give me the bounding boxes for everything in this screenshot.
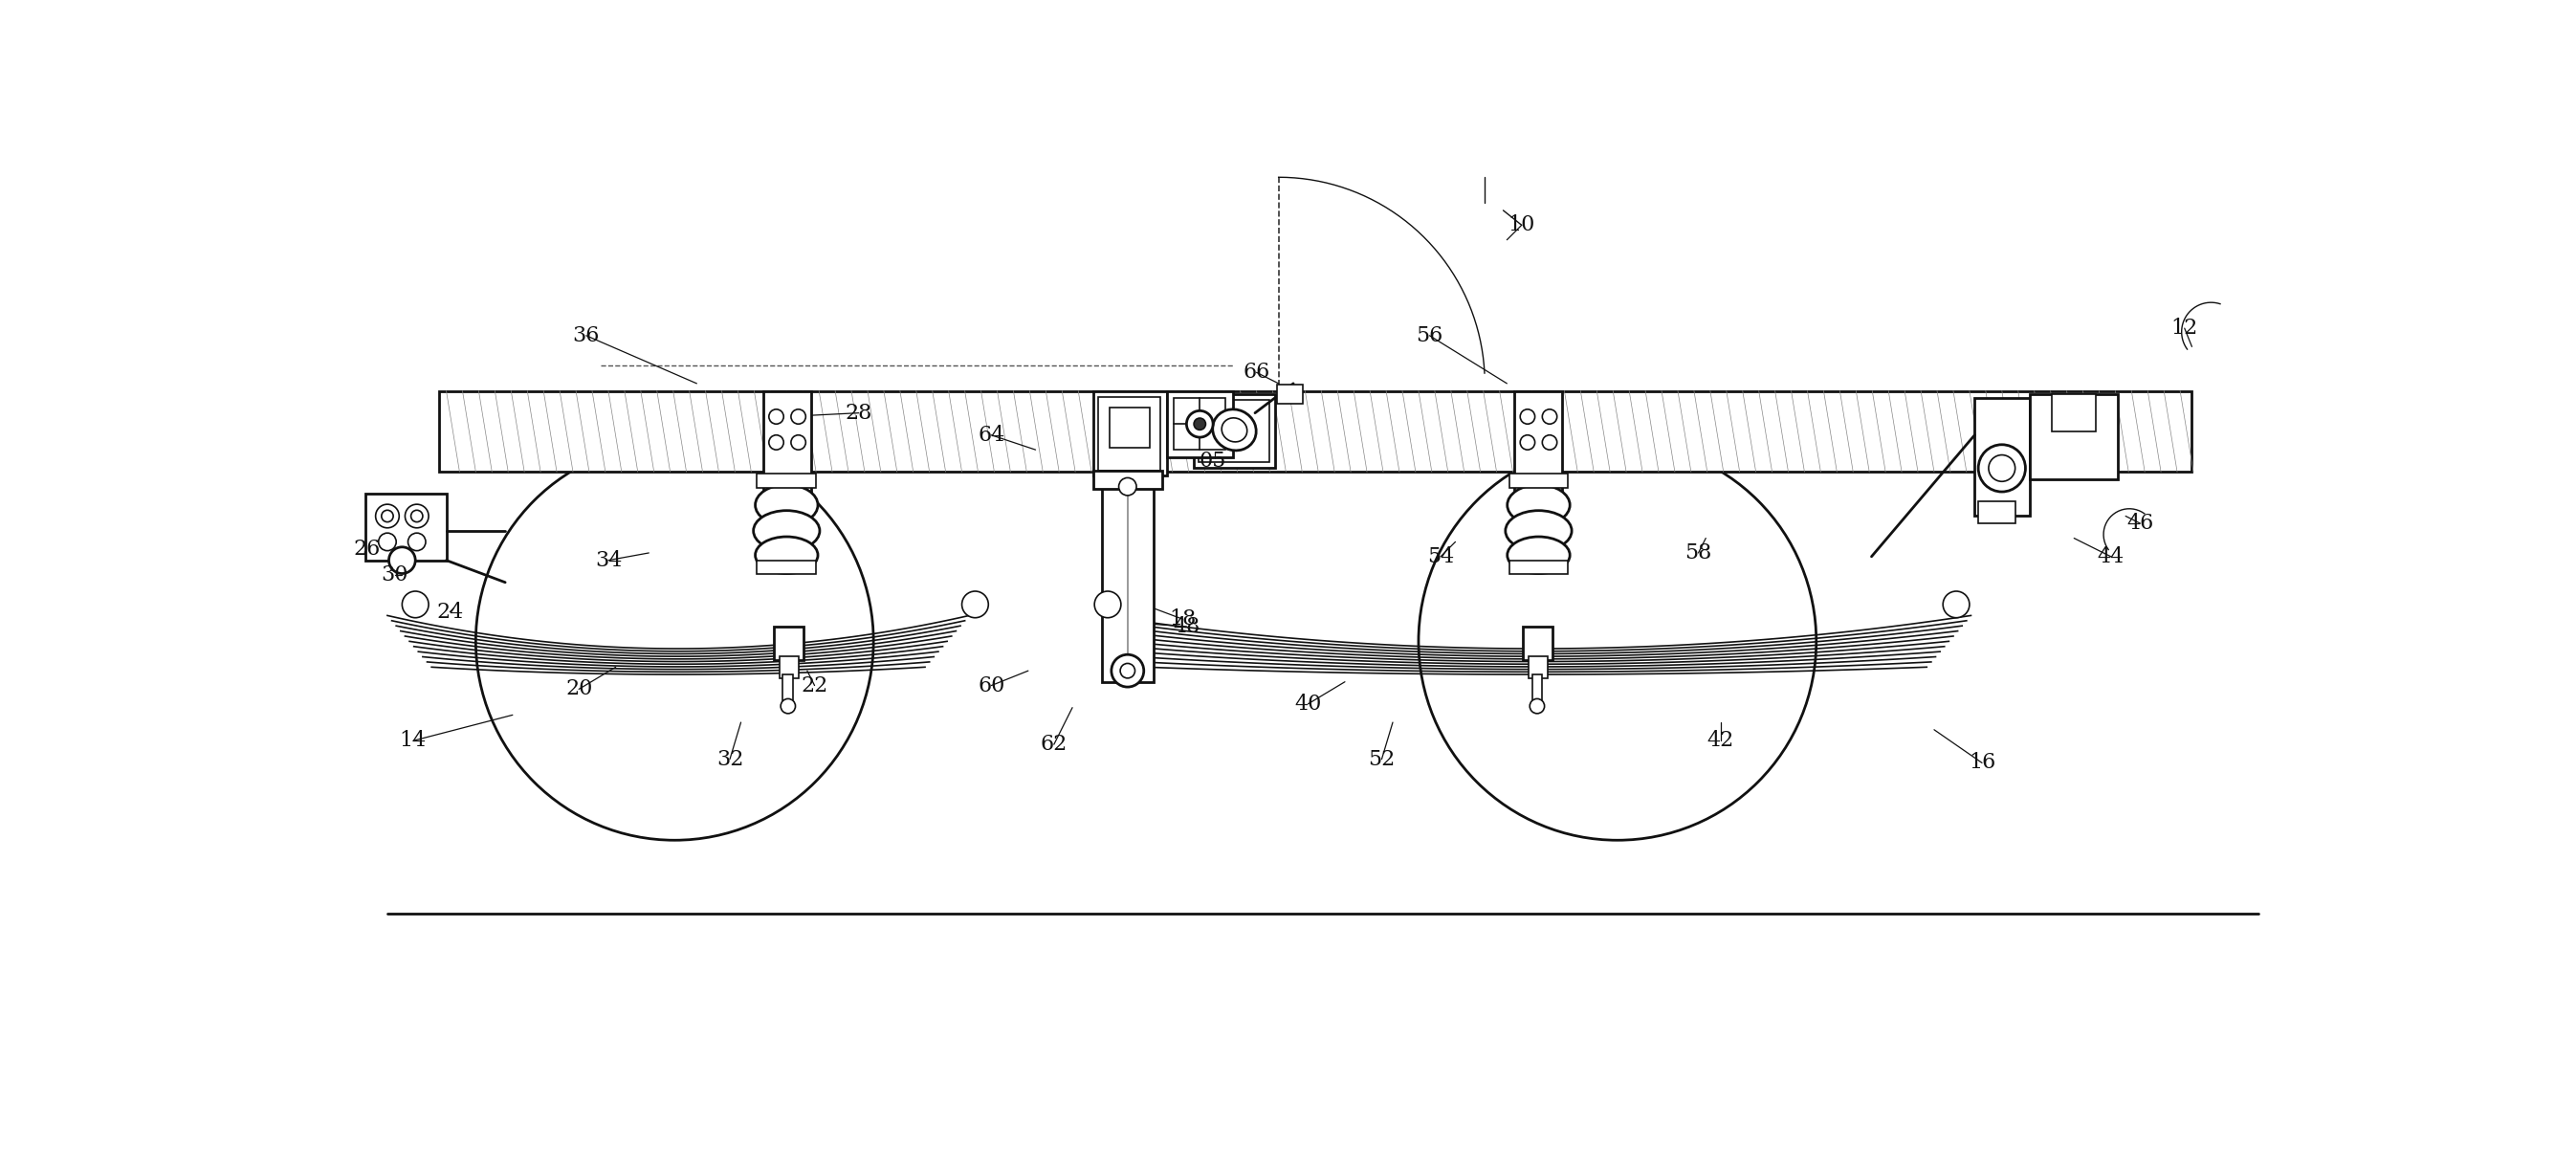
Ellipse shape [1507, 537, 1569, 573]
Bar [1522, 627, 1553, 660]
Bar [366, 494, 446, 560]
Circle shape [791, 435, 806, 449]
Bar [773, 509, 801, 553]
Text: 36: 36 [572, 325, 600, 346]
Circle shape [1118, 477, 1136, 495]
Circle shape [477, 442, 873, 840]
Circle shape [389, 548, 415, 573]
Bar [1515, 391, 1561, 538]
Bar [1533, 674, 1543, 700]
Bar [1976, 398, 2030, 516]
Text: 42: 42 [1708, 730, 1734, 751]
Bar [1278, 385, 1303, 404]
Circle shape [768, 409, 783, 424]
Bar [1510, 560, 1569, 573]
Bar [2030, 394, 2117, 480]
Circle shape [402, 591, 428, 618]
Bar [778, 656, 799, 679]
Text: 62: 62 [1041, 734, 1066, 755]
Circle shape [1543, 409, 1556, 424]
Circle shape [1989, 455, 2014, 482]
Text: 20: 20 [564, 679, 592, 700]
Ellipse shape [1221, 418, 1247, 442]
Circle shape [1520, 435, 1535, 449]
Bar [1528, 538, 1548, 560]
Text: 58: 58 [1685, 543, 1713, 564]
Ellipse shape [1213, 409, 1257, 450]
Circle shape [768, 435, 783, 449]
Text: 10: 10 [1507, 214, 1535, 235]
Text: 48: 48 [1172, 617, 1200, 638]
Bar [438, 391, 2192, 472]
Circle shape [1193, 418, 1206, 429]
Bar [1092, 391, 1167, 475]
Circle shape [1188, 411, 1213, 438]
Text: 28: 28 [845, 402, 873, 424]
Bar [762, 391, 811, 538]
Circle shape [1095, 591, 1121, 618]
Bar [2053, 394, 2097, 432]
Bar [1528, 656, 1548, 679]
Text: 26: 26 [353, 538, 381, 559]
Bar [1167, 391, 1234, 457]
Ellipse shape [755, 537, 817, 573]
Circle shape [961, 591, 989, 618]
Text: 64: 64 [979, 425, 1005, 446]
Bar [1198, 400, 1270, 462]
Text: 22: 22 [801, 675, 827, 696]
Circle shape [1530, 698, 1546, 714]
Circle shape [376, 504, 399, 528]
Bar [1978, 502, 2014, 523]
Circle shape [1110, 654, 1144, 687]
Text: 34: 34 [595, 550, 621, 571]
Bar [775, 538, 799, 560]
Text: 12: 12 [2172, 318, 2197, 339]
Text: 46: 46 [2128, 512, 2154, 534]
Circle shape [1543, 435, 1556, 449]
Text: 66: 66 [1244, 362, 1270, 383]
Text: 05: 05 [1198, 450, 1226, 472]
Circle shape [379, 534, 397, 551]
Circle shape [404, 504, 428, 528]
Text: 16: 16 [1968, 752, 1996, 773]
Bar [783, 674, 793, 700]
Circle shape [1942, 591, 1971, 618]
Text: 52: 52 [1368, 749, 1396, 770]
Circle shape [412, 510, 422, 522]
Text: 60: 60 [979, 675, 1005, 696]
Circle shape [381, 510, 394, 522]
Text: 14: 14 [399, 730, 428, 751]
Ellipse shape [1507, 484, 1569, 525]
Circle shape [1520, 409, 1535, 424]
Bar [1110, 407, 1149, 448]
Text: 30: 30 [381, 564, 410, 585]
Text: 18: 18 [1170, 608, 1195, 629]
Circle shape [781, 698, 796, 714]
Circle shape [1978, 445, 2025, 491]
Bar [1510, 474, 1569, 488]
Bar [773, 627, 804, 660]
Circle shape [791, 409, 806, 424]
Bar [1525, 509, 1553, 553]
Bar [757, 474, 817, 488]
Bar [1092, 470, 1162, 489]
Text: 56: 56 [1417, 325, 1443, 346]
Bar [1103, 475, 1154, 682]
Bar [1097, 397, 1162, 470]
Ellipse shape [1504, 510, 1571, 551]
Circle shape [1419, 442, 1816, 840]
Ellipse shape [755, 484, 817, 525]
Text: 24: 24 [435, 601, 464, 622]
Text: 54: 54 [1427, 546, 1453, 567]
Ellipse shape [752, 510, 819, 551]
Circle shape [407, 534, 425, 551]
Bar [1175, 398, 1226, 449]
Circle shape [1121, 663, 1136, 679]
Bar [1193, 394, 1275, 468]
Text: 40: 40 [1296, 694, 1321, 715]
Text: 44: 44 [2097, 546, 2125, 567]
Text: 32: 32 [716, 749, 744, 770]
Bar [757, 560, 817, 573]
